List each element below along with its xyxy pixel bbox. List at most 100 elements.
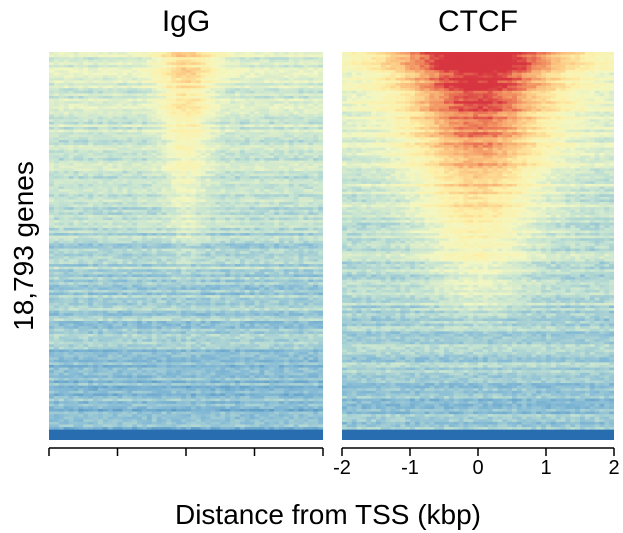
heatmap-cell — [137, 62, 143, 66]
heatmap-cell — [195, 111, 202, 115]
heatmap-cell — [293, 225, 300, 229]
heatmap-cell — [141, 152, 148, 157]
heatmap-cell — [230, 83, 236, 87]
heatmap-cell — [73, 72, 79, 76]
heatmap-cell — [53, 214, 60, 219]
heatmap-cell — [283, 246, 290, 250]
heatmap-cell — [68, 72, 75, 76]
heatmap-cell — [73, 77, 79, 82]
heatmap-cell — [171, 165, 177, 169]
heatmap-cell — [88, 95, 94, 100]
heatmap-cell — [97, 202, 104, 206]
heatmap-cell — [171, 173, 177, 177]
heatmap-cell — [166, 279, 172, 283]
heatmap-cell — [151, 150, 158, 154]
heatmap-cell — [200, 90, 207, 94]
heatmap-cell — [102, 57, 109, 61]
heatmap-cell — [68, 165, 75, 169]
heatmap-cell — [58, 132, 65, 136]
heatmap-cell — [283, 116, 290, 120]
heatmap-cell — [156, 108, 163, 113]
heatmap-cell — [186, 54, 192, 58]
heatmap-cell — [137, 98, 143, 102]
heatmap-cell — [83, 80, 89, 84]
heatmap-cell — [58, 165, 65, 169]
heatmap-cell — [225, 217, 231, 221]
heatmap-cell — [190, 150, 197, 154]
heatmap-cell — [269, 145, 275, 149]
heatmap-cell — [244, 83, 251, 87]
heatmap-cell — [83, 258, 89, 263]
heatmap-cell — [215, 251, 221, 255]
heatmap-cell — [264, 90, 270, 94]
heatmap-cell — [288, 70, 295, 74]
heatmap-cell — [215, 214, 221, 219]
heatmap-cell — [210, 67, 216, 71]
heatmap-cell — [137, 170, 143, 175]
heatmap-cell — [97, 258, 104, 263]
heatmap-cell — [210, 248, 216, 252]
heatmap-cell — [195, 212, 202, 216]
heatmap-cell — [200, 183, 207, 188]
heatmap-cell — [239, 199, 246, 203]
heatmap-cell — [68, 183, 75, 188]
heatmap-cell — [132, 147, 138, 151]
heatmap-cell — [288, 93, 295, 97]
heatmap-cell — [73, 145, 79, 149]
heatmap-cell — [303, 183, 309, 188]
heatmap-cell — [49, 114, 55, 118]
heatmap-cell — [117, 106, 123, 110]
heatmap-cell — [234, 191, 241, 195]
heatmap-cell — [215, 165, 221, 169]
heatmap-cell — [83, 147, 89, 151]
heatmap-cell — [249, 155, 256, 159]
heatmap-cell — [195, 225, 202, 229]
heatmap-cell — [176, 67, 182, 71]
heatmap-cell — [230, 59, 236, 63]
heatmap-cell — [259, 142, 265, 146]
heatmap-cell — [117, 57, 123, 61]
heatmap-cell — [210, 70, 216, 74]
heatmap-cell — [122, 246, 128, 250]
heatmap-cell — [259, 129, 265, 133]
heatmap-cell — [176, 199, 182, 203]
heatmap-cell — [97, 62, 104, 66]
heatmap-cell — [166, 83, 172, 87]
heatmap-cell — [220, 269, 226, 273]
heatmap-cell — [176, 147, 182, 151]
heatmap-cell — [122, 196, 128, 201]
heatmap-cell — [132, 214, 138, 219]
heatmap-cell — [249, 114, 256, 118]
heatmap-cell — [186, 147, 192, 151]
heatmap-cell — [186, 240, 192, 245]
heatmap-cell — [225, 240, 231, 245]
heatmap-cell — [239, 67, 246, 71]
heatmap-cell — [239, 194, 246, 198]
heatmap-cell — [239, 246, 246, 250]
heatmap-cell — [78, 258, 84, 263]
heatmap-cell — [298, 147, 305, 151]
heatmap-cell — [215, 127, 221, 131]
heatmap-cell — [156, 62, 163, 66]
heatmap-cell — [83, 217, 89, 221]
heatmap-cell — [230, 277, 236, 281]
heatmap-cell — [137, 77, 143, 82]
heatmap-cell — [156, 160, 163, 164]
heatmap-cell — [225, 111, 231, 115]
heatmap-cell — [117, 181, 123, 185]
heatmap-cell — [298, 209, 305, 213]
heatmap-cell — [239, 101, 246, 105]
heatmap-cell — [318, 142, 323, 146]
heatmap-cell — [313, 67, 319, 71]
heatmap-cell — [220, 251, 226, 255]
heatmap-cell — [210, 222, 216, 226]
heatmap-cell — [259, 243, 265, 247]
heatmap-cell — [298, 235, 305, 239]
heatmap-cell — [83, 233, 89, 237]
heatmap-cell — [73, 163, 79, 167]
heatmap-cell — [225, 227, 231, 232]
heatmap-cell — [127, 108, 133, 113]
heatmap-cell — [127, 225, 133, 229]
heatmap-cell — [318, 196, 323, 201]
heatmap-cell — [117, 114, 123, 118]
